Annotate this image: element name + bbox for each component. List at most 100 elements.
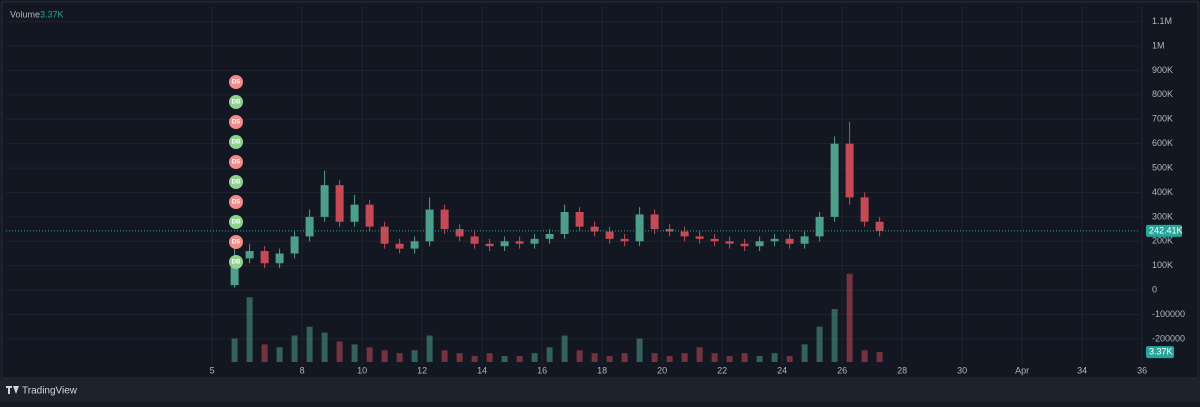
candle-body (500, 241, 509, 247)
volume-bar (276, 347, 283, 362)
volume-bar (576, 350, 583, 362)
volume-bar (336, 341, 343, 362)
volume-bar (786, 356, 793, 362)
volume-bar (321, 332, 328, 362)
volume-bar (771, 353, 778, 362)
volume-title: Volume (10, 9, 40, 19)
candle-body (230, 258, 239, 286)
candle-body (365, 204, 374, 227)
y-tick-label: 200K (1152, 236, 1173, 246)
signal-label: DB (232, 100, 241, 106)
volume-bar (561, 335, 568, 362)
signal-label: DB (232, 260, 241, 266)
volume-bar (501, 356, 508, 362)
signal-label: DB (232, 140, 241, 146)
x-tick-label: 22 (717, 365, 727, 375)
volume-bar (801, 344, 808, 362)
last-volume-box (1146, 346, 1174, 359)
signal-label: DS (232, 160, 240, 166)
last-volume-label: 3.37K (1149, 346, 1173, 356)
candle-body (875, 221, 884, 231)
signal-label: DS (232, 240, 240, 246)
candle-body (680, 231, 689, 237)
y-tick-label: 600K (1152, 138, 1173, 148)
signal-label: DS (232, 120, 240, 126)
signal-label: DS (232, 200, 240, 206)
volume-bar (861, 350, 868, 362)
y-tick-label: -200000 (1152, 333, 1185, 343)
candle-body (725, 241, 734, 244)
x-tick-label: 12 (417, 365, 427, 375)
volume-bar (741, 353, 748, 362)
volume-bar (516, 356, 523, 362)
x-tick-label: 10 (357, 365, 367, 375)
candle-body (590, 226, 599, 232)
candle-body (410, 241, 419, 249)
volume-bar (426, 335, 433, 362)
candle-body (380, 226, 389, 244)
signal-marker (229, 75, 243, 89)
candle-body (470, 236, 479, 244)
brand: TradingView (22, 386, 78, 397)
candle-body (485, 243, 494, 247)
x-tick-label: 34 (1077, 365, 1087, 375)
x-tick-label: 20 (657, 365, 667, 375)
signal-marker (229, 255, 243, 269)
volume-bar (681, 353, 688, 362)
y-tick-label: -100000 (1152, 309, 1185, 319)
last-price-box (1146, 224, 1182, 237)
volume-bar (636, 338, 643, 362)
candle-body (665, 229, 674, 232)
x-tick-label: 14 (477, 365, 487, 375)
y-tick-label: 100K (1152, 260, 1173, 270)
signal-marker (229, 235, 243, 249)
candle-body (620, 238, 629, 242)
y-tick-label: 400K (1152, 187, 1173, 197)
volume-bar (456, 353, 463, 362)
candle-body (800, 236, 809, 244)
volume-bar (546, 347, 553, 362)
volume-bar (231, 338, 238, 362)
footer (0, 379, 1200, 402)
candle-body (860, 197, 869, 222)
volume-bar (246, 297, 253, 362)
panel (1, 1, 1199, 379)
volume-bar (291, 335, 298, 362)
last-price-label: 242.41K (1149, 225, 1183, 235)
signal-marker (229, 95, 243, 109)
volume-bar (306, 326, 313, 362)
signal-label: DS (232, 80, 240, 86)
x-tick-label: Apr (1015, 365, 1029, 375)
volume-bar (366, 347, 373, 362)
candle-body (755, 241, 764, 247)
volume-bar (411, 350, 418, 362)
signal-marker (229, 195, 243, 209)
volume-bar (381, 350, 388, 362)
candle-body (305, 216, 314, 237)
candle-body (815, 216, 824, 237)
signal-label: DB (232, 220, 241, 226)
volume-bar (726, 356, 733, 362)
volume-last: 3.37K (40, 9, 64, 19)
candle-body (830, 143, 839, 217)
x-tick-label: 36 (1137, 365, 1147, 375)
volume-bar (876, 352, 883, 362)
signal-marker (229, 215, 243, 229)
volume-bar (666, 356, 673, 362)
candle-body (635, 214, 644, 242)
candle-body (845, 143, 854, 198)
candle-body (515, 241, 524, 244)
x-tick-label: 26 (837, 365, 847, 375)
volume-bar (756, 356, 763, 362)
volume-bar (261, 344, 268, 362)
candle-body (785, 238, 794, 244)
y-tick-label: 700K (1152, 114, 1173, 124)
x-tick-label: 5 (210, 365, 215, 375)
candle-body (350, 204, 359, 222)
x-tick-label: 24 (777, 365, 787, 375)
y-tick-label: 300K (1152, 211, 1173, 221)
volume-bar (816, 326, 823, 362)
volume-bar (441, 350, 448, 362)
volume-bar (711, 353, 718, 362)
